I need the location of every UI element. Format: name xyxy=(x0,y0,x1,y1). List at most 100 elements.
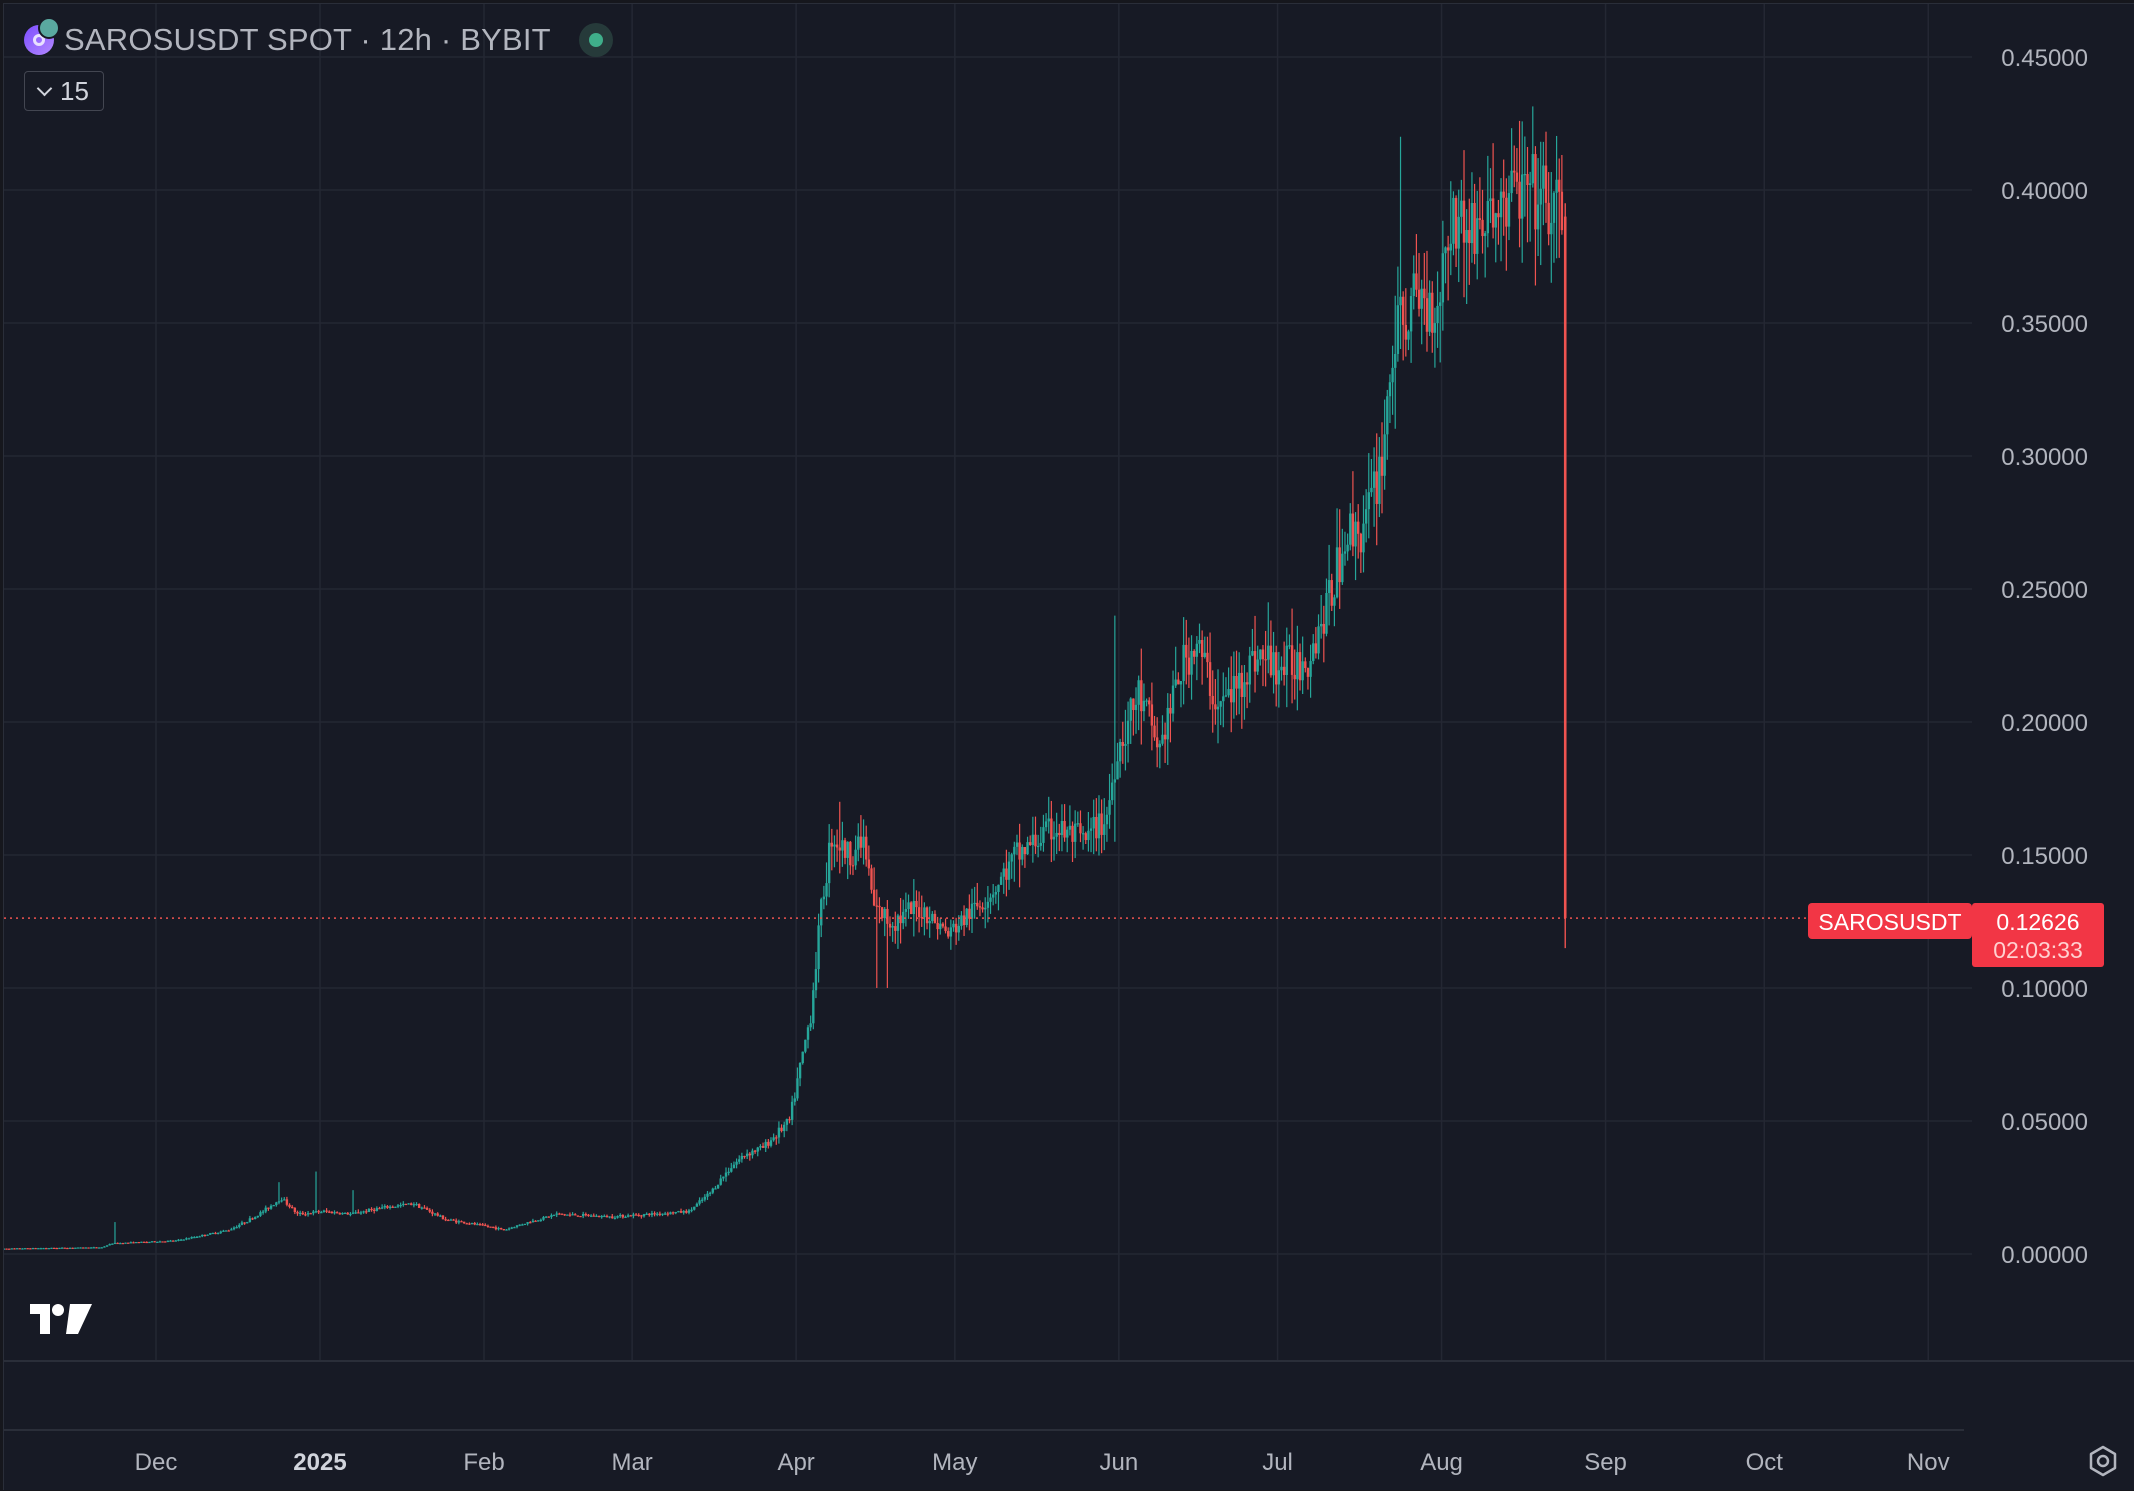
symbol-header[interactable]: SAROSUSDT SPOT · 12h · BYBIT xyxy=(24,17,613,62)
chart-frame[interactable]: 0.45000 0.40000 0.35000 0.30000 0.25000 0.200… xyxy=(3,3,2134,1490)
candle-body xyxy=(542,1217,545,1220)
candle-body xyxy=(127,1242,130,1244)
candle-body xyxy=(378,1208,381,1210)
candle-body xyxy=(129,1242,133,1244)
candle-body xyxy=(1042,827,1045,843)
candle-body xyxy=(39,1248,43,1250)
symbol-title[interactable]: SAROSUSDT SPOT · 12h · BYBIT xyxy=(64,22,551,57)
candle-body xyxy=(711,1188,714,1193)
candle-body xyxy=(34,1248,37,1250)
candle-body xyxy=(1417,289,1421,309)
candle-body xyxy=(645,1213,648,1215)
candle-body xyxy=(1423,288,1426,299)
indicators-toggle-button[interactable]: 15 xyxy=(24,71,104,111)
candle-body xyxy=(687,1210,691,1213)
candle-body xyxy=(1349,513,1352,545)
candle-body xyxy=(272,1205,275,1207)
candle-body xyxy=(1158,743,1162,748)
candle-body xyxy=(769,1140,773,1146)
candle-body xyxy=(949,927,953,937)
candle-body xyxy=(489,1226,492,1228)
candle-body xyxy=(1357,521,1360,534)
time-tick-label: Apr xyxy=(777,1449,814,1476)
time-tick-label: Mar xyxy=(611,1449,652,1476)
candle-body xyxy=(351,1212,355,1214)
candle-body xyxy=(656,1213,659,1215)
candle-body xyxy=(1179,680,1183,685)
candle-body xyxy=(682,1210,685,1213)
candle-body xyxy=(1161,734,1164,744)
candle-body xyxy=(1542,165,1545,189)
candle-body xyxy=(888,923,892,928)
time-axis[interactable]: Dec 2025 Feb Mar Apr May Jun Jul Aug Sep Oct Nov xyxy=(135,1449,1950,1476)
candle-body xyxy=(939,923,942,930)
candle-body xyxy=(132,1242,135,1244)
candle-body xyxy=(827,842,831,884)
candle-body xyxy=(291,1206,294,1209)
candle-body xyxy=(462,1221,466,1224)
candle-body xyxy=(1433,323,1437,333)
candle-body xyxy=(195,1236,199,1238)
candle-body xyxy=(730,1168,733,1172)
time-tick-label: 2025 xyxy=(293,1449,346,1476)
candle-body xyxy=(1409,296,1413,332)
candle-body xyxy=(1132,698,1135,711)
candle-body xyxy=(1544,165,1548,203)
candle-body xyxy=(335,1212,339,1214)
candle-body xyxy=(465,1223,468,1225)
candle-body xyxy=(663,1213,667,1215)
candle-body xyxy=(1444,247,1447,254)
candle-body xyxy=(653,1213,656,1215)
candle-body xyxy=(896,915,900,931)
candle-body xyxy=(1029,842,1032,846)
chart-canvas[interactable]: 0.45000 0.40000 0.35000 0.30000 0.25000 0.200… xyxy=(4,4,2134,1491)
candle-body xyxy=(322,1210,326,1213)
candle-body xyxy=(375,1208,379,1211)
candle-body xyxy=(1317,626,1320,654)
candle-body xyxy=(298,1212,302,1214)
candle-body xyxy=(177,1239,180,1241)
candle-body xyxy=(1071,825,1074,842)
candle-body xyxy=(1446,247,1450,251)
candle-body xyxy=(790,1101,794,1120)
candle-body xyxy=(394,1206,397,1208)
time-tick-label: Nov xyxy=(1907,1449,1950,1476)
candle-body xyxy=(1026,842,1029,855)
price-axis[interactable]: 0.45000 0.40000 0.35000 0.30000 0.25000 0.200… xyxy=(2001,45,2088,1269)
candle-body xyxy=(1364,509,1368,524)
candle-body xyxy=(1108,800,1111,815)
candle-body xyxy=(1505,197,1508,227)
candle-body xyxy=(581,1214,585,1217)
candle-body xyxy=(1013,846,1016,855)
candle-body xyxy=(952,923,955,928)
candle-body xyxy=(1076,823,1080,825)
candle-body xyxy=(1555,179,1558,193)
candle-body xyxy=(37,1248,40,1250)
candle-body xyxy=(1494,213,1497,228)
market-status-icon[interactable] xyxy=(578,23,613,57)
candle-body xyxy=(306,1213,310,1215)
candle-body xyxy=(862,836,865,848)
candle-body xyxy=(280,1200,283,1202)
candle-body xyxy=(214,1232,217,1235)
settings-gear-icon[interactable] xyxy=(2086,1444,2120,1478)
candle-body xyxy=(407,1203,410,1205)
candle-body xyxy=(10,1248,14,1250)
candle-body xyxy=(817,925,820,970)
candle-body xyxy=(1177,679,1180,685)
candle-body xyxy=(380,1207,384,1209)
candle-body xyxy=(230,1229,233,1231)
candle-body xyxy=(1489,198,1492,202)
candle-body xyxy=(179,1239,183,1241)
candle-body xyxy=(886,908,889,924)
candle-body xyxy=(600,1216,603,1218)
candle-body xyxy=(103,1246,106,1248)
candle-body xyxy=(1269,645,1273,676)
candle-body xyxy=(441,1215,445,1220)
tradingview-logo-icon[interactable] xyxy=(30,1302,92,1336)
candle-body xyxy=(1346,544,1349,552)
candle-body xyxy=(1288,645,1291,647)
candle-body xyxy=(1150,704,1154,726)
candle-body xyxy=(547,1216,550,1218)
candle-body xyxy=(761,1146,765,1148)
